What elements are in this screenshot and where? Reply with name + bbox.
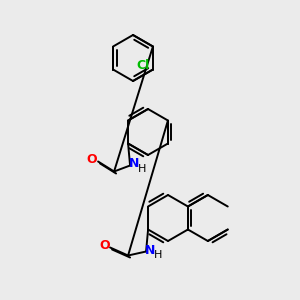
Text: N: N [129,157,139,170]
Text: O: O [87,153,98,166]
Text: N: N [145,244,155,257]
Text: O: O [100,239,110,252]
Text: Cl: Cl [136,59,149,72]
Text: H: H [138,164,146,173]
Text: H: H [154,250,162,260]
